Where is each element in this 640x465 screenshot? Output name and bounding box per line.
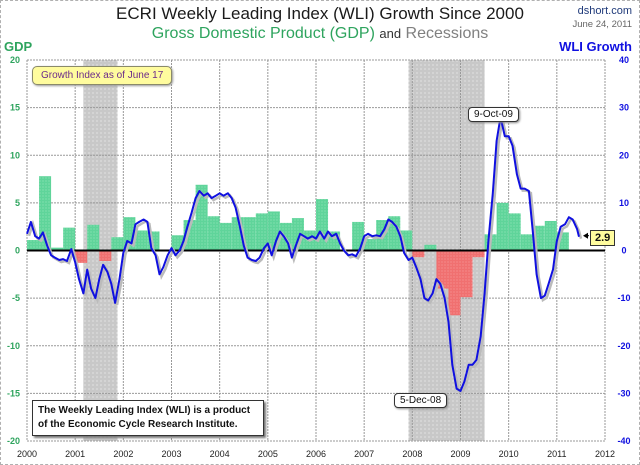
gdp-bar-negative (448, 250, 461, 316)
right-axis-tick-label: -40 (617, 436, 630, 446)
gdp-bar-negative (412, 250, 425, 258)
gdp-bar-negative (460, 250, 473, 298)
left-axis-tick-label: 0 (15, 246, 20, 256)
x-axis-tick-label: 2004 (210, 449, 230, 459)
x-axis-tick-label: 2011 (547, 449, 566, 459)
x-axis-tick-label: 2007 (354, 449, 374, 459)
gdp-bar-positive (496, 202, 509, 251)
gdp-bar-positive (51, 247, 64, 251)
left-axis-label: GDP (4, 39, 33, 54)
gdp-bar-positive (544, 220, 557, 251)
gdp-bar-positive (255, 213, 268, 251)
footnote-box: The Weekly Leading Index (WLI) is a prod… (32, 400, 264, 436)
gdp-bar-negative (472, 250, 485, 258)
chart-title: ECRI Weekly Leading Index (WLI) Growth S… (116, 4, 524, 23)
footnote-line-2: of the Economic Cycle Research Institute… (38, 419, 238, 430)
gdp-bar-negative (99, 250, 112, 261)
right-axis-tick-label: 20 (619, 150, 629, 160)
x-axis-tick-label: 2010 (499, 449, 519, 459)
left-axis-tick-label: -20 (7, 436, 20, 446)
right-axis-tick-label: 30 (619, 103, 629, 113)
subtitle-gdp: Gross Domestic Product (GDP) (151, 25, 375, 42)
footnote-line-1: The Weekly Leading Index (WLI) is a prod… (38, 405, 251, 416)
left-axis-tick-label: -10 (7, 341, 20, 351)
x-axis-tick-label: 2008 (402, 449, 422, 459)
right-axis-tick-label: -30 (617, 388, 630, 398)
last-value-arrowhead (582, 232, 588, 239)
x-axis-tick-label: 2012 (595, 449, 615, 459)
trough-callout: 5-Dec-08 (394, 393, 448, 408)
wli-line (26, 116, 580, 392)
x-axis-tick-label: 2009 (450, 449, 470, 459)
left-axis-tick-label: 10 (10, 150, 20, 160)
right-axis-tick-label: -10 (617, 293, 630, 303)
gdp-bar-positive (243, 217, 256, 251)
subtitle-and: and (379, 26, 402, 41)
gdp-bar-positive (135, 230, 148, 251)
peak-callout: 9-Oct-09 (468, 107, 519, 122)
right-axis-tick-label: -20 (617, 341, 630, 351)
x-axis-tick-label: 2002 (113, 449, 133, 459)
gdp-bar-positive (424, 244, 437, 251)
x-axis-tick-label: 2005 (258, 449, 278, 459)
last-value-label: 2.9 (590, 230, 616, 246)
right-axis-tick-label: 0 (621, 246, 626, 256)
left-axis-tick-label: 5 (15, 198, 20, 208)
chart-subtitle: Gross Domestic Product (GDP) and Recessi… (0, 25, 640, 43)
gdp-bar-positive (87, 224, 100, 251)
gdp-bar-negative (436, 250, 449, 289)
left-axis-tick-label: -5 (12, 293, 20, 303)
gdp-bar-positive (364, 239, 377, 251)
gdp-bar-positive (520, 234, 533, 251)
gdp-bar-positive (63, 227, 76, 251)
growth-index-note: Growth Index as of June 17 (32, 66, 173, 85)
gdp-bar-positive (111, 237, 124, 251)
source-site: dshort.com (577, 5, 632, 17)
left-axis-tick-label: 20 (10, 55, 20, 65)
gdp-bar-positive (207, 216, 220, 251)
x-axis-tick-label: 2001 (65, 449, 85, 459)
right-axis-label: WLI Growth (559, 39, 632, 54)
left-axis-tick-label: -15 (7, 388, 20, 398)
x-axis-tick-label: 2000 (17, 449, 37, 459)
gdp-bar-positive (388, 216, 401, 251)
subtitle-recessions: Recessions (405, 25, 489, 42)
gdp-bar-positive (508, 213, 521, 251)
gdp-bar-positive (195, 184, 208, 251)
gdp-bar-negative (75, 250, 88, 263)
gdp-bar-positive (219, 222, 232, 251)
left-axis-tick-label: 15 (10, 103, 20, 113)
x-axis-tick-label: 2006 (306, 449, 326, 459)
x-axis-tick-label: 2003 (161, 449, 181, 459)
right-axis-tick-label: 10 (619, 198, 629, 208)
chart-date: June 24, 2011 (572, 19, 632, 30)
right-axis-tick-label: 40 (619, 55, 629, 65)
gdp-bar-positive (27, 240, 40, 251)
